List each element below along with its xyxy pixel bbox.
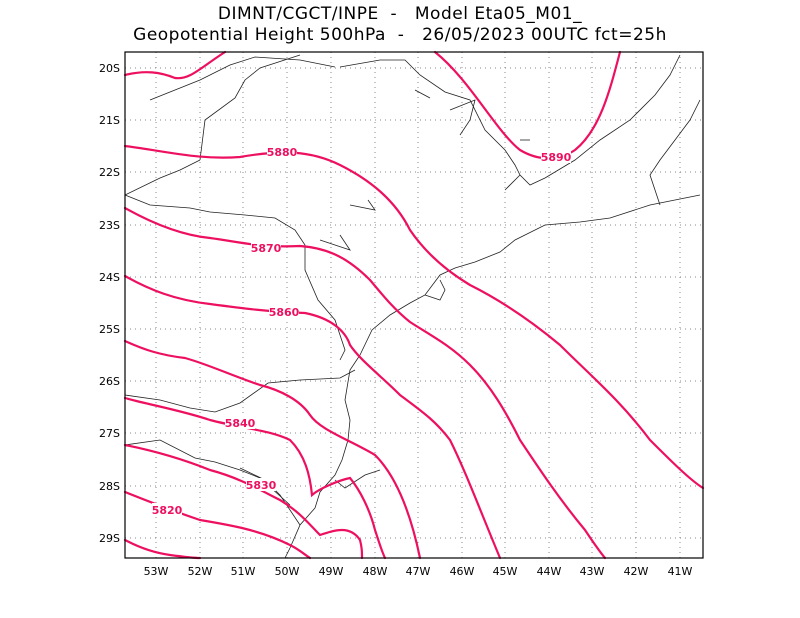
- lat-tick-label: 26S: [99, 375, 120, 388]
- lat-tick-label: 21S: [99, 114, 120, 127]
- contour-5850: [123, 339, 422, 560]
- contour-label-bg: [251, 241, 281, 254]
- lat-tick-label: 24S: [99, 271, 120, 284]
- lon-tick-label: 43W: [580, 565, 605, 578]
- contour-label: 5860: [269, 306, 300, 319]
- contour-label: 5820: [152, 504, 183, 517]
- lon-tick-label: 45W: [493, 565, 518, 578]
- lat-tick-label: 22S: [99, 166, 120, 179]
- contour-5870: [123, 206, 607, 560]
- lon-tick-label: 53W: [144, 565, 169, 578]
- contour-label-bg: [246, 478, 276, 491]
- contour-label-bg: [225, 416, 255, 429]
- lon-tick-label: 47W: [406, 565, 431, 578]
- lat-tick-label: 25S: [99, 323, 120, 336]
- lat-tick-label: 28S: [99, 480, 120, 493]
- contour-label-bg: [269, 305, 299, 318]
- axis-labels: 20S 21S 22S 23S 24S 25S 26S 27S 28S 29S 53W 52W 51W 5…: [99, 62, 693, 578]
- contour-label-bg: [152, 503, 182, 516]
- contour-label: 5880: [267, 146, 298, 159]
- contour-label: 5890: [541, 151, 572, 164]
- height-contours: [123, 50, 705, 560]
- contour-5830: [123, 443, 364, 560]
- lon-tick-label: 49W: [319, 565, 344, 578]
- lat-tick-label: 23S: [99, 219, 120, 232]
- contour-5840: [123, 396, 387, 560]
- lon-tick-label: 41W: [668, 565, 693, 578]
- contour-label-bg: [267, 145, 297, 158]
- contour-5900-top: [123, 50, 227, 80]
- lon-tick-label: 48W: [363, 565, 388, 578]
- contour-label: 5840: [225, 417, 256, 430]
- contour-label: 5830: [246, 479, 277, 492]
- contour-5810: [123, 538, 202, 560]
- lat-tick-label: 20S: [99, 62, 120, 75]
- lon-tick-label: 42W: [624, 565, 649, 578]
- title-line-1: DIMNT/CGCT/INPE - Model Eta05_M01_: [217, 4, 583, 24]
- lon-tick-label: 46W: [450, 565, 475, 578]
- lon-tick-label: 51W: [231, 565, 256, 578]
- contour-label: 5870: [251, 242, 282, 255]
- title-line-2: Geopotential Height 500hPa - 26/05/2023 …: [133, 25, 667, 45]
- contour-5860: [123, 274, 502, 560]
- contour-labels: 5890 5880 5870 5860 5840 5830 5820: [152, 145, 572, 517]
- contour-5880: [123, 144, 705, 490]
- lon-tick-label: 52W: [188, 565, 213, 578]
- map-frame: [124, 51, 704, 559]
- lat-tick-label: 29S: [99, 532, 120, 545]
- lon-tick-label: 50W: [275, 565, 300, 578]
- lon-tick-label: 44W: [537, 565, 562, 578]
- coastline-borders: [124, 54, 701, 559]
- lat-tick-label: 27S: [99, 427, 120, 440]
- contour-label-bg: [541, 150, 571, 163]
